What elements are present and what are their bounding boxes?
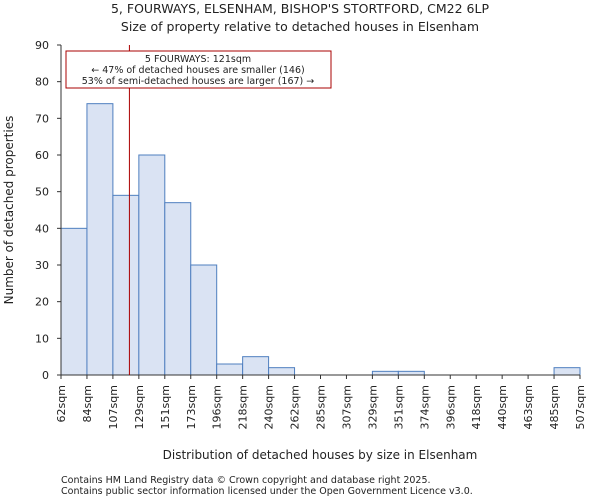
chart-title-line2: Size of property relative to detached ho… bbox=[121, 19, 479, 34]
x-tick-label: 285sqm bbox=[315, 385, 328, 429]
x-tick-label: 218sqm bbox=[237, 385, 250, 429]
y-tick-label: 10 bbox=[35, 332, 49, 345]
x-tick-label: 129sqm bbox=[133, 385, 146, 429]
x-tick-label: 173sqm bbox=[185, 385, 198, 429]
x-tick-label: 262sqm bbox=[289, 385, 302, 429]
bar-485sqm bbox=[553, 367, 581, 376]
annotation-line3: 53% of semi-detached houses are larger (… bbox=[82, 76, 315, 87]
y-tick-label: 0 bbox=[42, 369, 49, 382]
annotation-line1: 5 FOURWAYS: 121sqm bbox=[145, 54, 251, 65]
x-axis-label: Distribution of detached houses by size … bbox=[163, 448, 478, 462]
bar-151sqm bbox=[164, 202, 192, 376]
x-tick-label: 62sqm bbox=[55, 385, 68, 422]
x-tick-label: 485sqm bbox=[548, 385, 561, 429]
footer-line2: Contains public sector information licen… bbox=[61, 486, 473, 497]
x-tick-label: 463sqm bbox=[522, 385, 535, 429]
footer-line1: Contains HM Land Registry data © Crown c… bbox=[61, 475, 431, 486]
bars-group bbox=[60, 103, 581, 376]
x-tick-label: 440sqm bbox=[496, 385, 509, 429]
bar-84sqm bbox=[86, 103, 114, 376]
y-tick-label: 80 bbox=[35, 76, 49, 89]
bar-129sqm bbox=[138, 154, 166, 376]
x-tick-label: 307sqm bbox=[340, 385, 353, 429]
bar-329sqm bbox=[371, 370, 399, 376]
annotation-line2: ← 47% of detached houses are smaller (14… bbox=[91, 65, 304, 76]
chart-title-line1: 5, FOURWAYS, ELSENHAM, BISHOP'S STORTFOR… bbox=[111, 1, 489, 16]
bar-218sqm bbox=[242, 356, 270, 376]
annotation-box bbox=[65, 50, 332, 89]
bar-107sqm bbox=[112, 194, 140, 376]
bar-62sqm bbox=[60, 227, 88, 376]
x-tick-label: 396sqm bbox=[444, 385, 457, 429]
y-ticks-group: 0 10 20 30 40 50 60 70 80 90 bbox=[35, 39, 61, 382]
y-tick-label: 90 bbox=[35, 39, 49, 52]
bar-351sqm bbox=[397, 370, 425, 376]
bar-173sqm bbox=[190, 264, 218, 376]
y-tick-label: 40 bbox=[35, 222, 49, 235]
x-tick-label: 196sqm bbox=[211, 385, 224, 429]
x-tick-label: 418sqm bbox=[470, 385, 483, 429]
y-tick-label: 70 bbox=[35, 112, 49, 125]
y-tick-label: 60 bbox=[35, 149, 49, 162]
x-ticks-group: 62sqm 84sqm 107sqm 129sqm 151sqm 173sqm 196sqm… bbox=[55, 375, 587, 429]
x-tick-label: 329sqm bbox=[366, 385, 379, 429]
x-tick-label: 374sqm bbox=[418, 385, 431, 429]
y-tick-label: 30 bbox=[35, 259, 49, 272]
x-tick-label: 351sqm bbox=[392, 385, 405, 429]
x-tick-label: 151sqm bbox=[159, 385, 172, 429]
y-tick-label: 50 bbox=[35, 186, 49, 199]
bar-240sqm bbox=[268, 367, 296, 376]
x-tick-label: 107sqm bbox=[107, 385, 120, 429]
x-tick-label: 507sqm bbox=[574, 385, 587, 429]
x-tick-label: 240sqm bbox=[263, 385, 276, 429]
x-tick-label: 84sqm bbox=[81, 385, 94, 422]
y-axis-label: Number of detached properties bbox=[2, 116, 16, 305]
y-tick-label: 20 bbox=[35, 296, 49, 309]
bar-196sqm bbox=[216, 363, 244, 376]
